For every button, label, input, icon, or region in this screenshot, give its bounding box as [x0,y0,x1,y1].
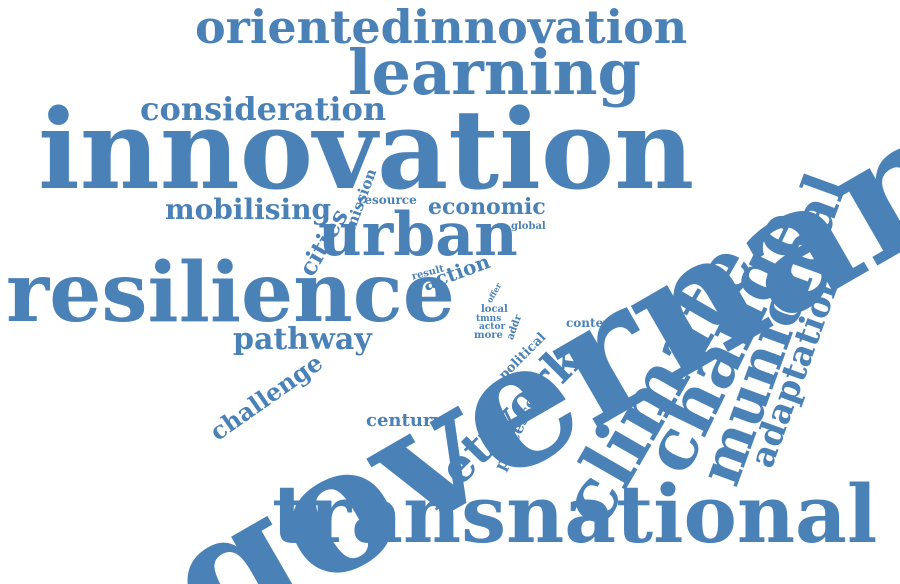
word-resilience: resilience [6,245,455,341]
word-global: global [511,221,546,232]
word-pathway: pathway [233,322,372,357]
word-consideration: consideration [140,90,387,128]
word-actor: actor [479,322,506,332]
word-economic: economic [428,194,546,220]
word-century: century [366,410,443,431]
word-more: more [474,330,503,341]
word-context: context [566,316,616,330]
word-learning: learning [348,36,641,109]
word-tmns: tmns [476,314,502,324]
word-transnational: transnational [272,467,878,561]
word-mobilising: mobilising [165,193,332,226]
word-innovation: innovation [38,85,695,214]
word-local: local [481,304,508,315]
word-urban: urban [318,200,518,270]
word-orientedinnovation: orientedinnovation [195,0,688,54]
word-resource: resource [358,193,417,207]
